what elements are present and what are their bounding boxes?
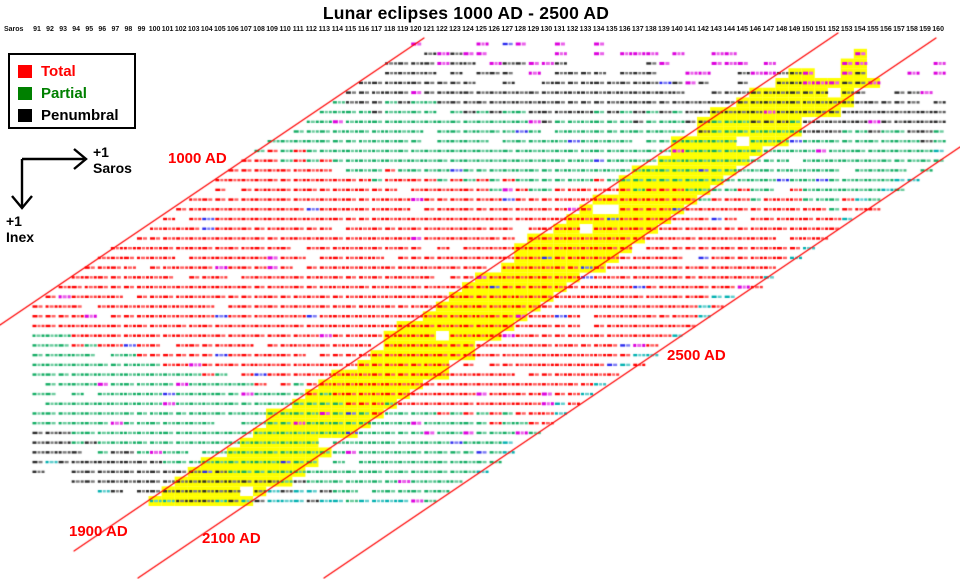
saros-tick: 140 (671, 26, 683, 33)
saros-tick: 135 (605, 26, 618, 33)
penumbral-swatch-icon (18, 108, 32, 122)
saros-tick: 120 (409, 26, 422, 33)
saros-tick: 124 (462, 26, 474, 33)
saros-tick: 101 (161, 26, 174, 33)
saros-tick: 158 (906, 26, 918, 33)
saros-tick: 141 (684, 26, 696, 33)
legend: Total Partial Penumbral (8, 53, 136, 129)
saros-tick: 107 (240, 26, 252, 33)
partial-swatch-icon (18, 86, 32, 100)
legend-item-total: Total (18, 60, 134, 82)
saros-tick: 98 (124, 26, 133, 33)
saros-tick: 110 (279, 26, 291, 33)
saros-tick: 136 (618, 26, 631, 33)
saros-tick: 105 (213, 26, 226, 33)
saros-tick: 132 (566, 26, 579, 33)
saros-tick: 100 (148, 26, 161, 33)
saros-tick: 154 (853, 26, 866, 33)
saros-tick: 137 (631, 26, 644, 33)
saros-tick: 123 (449, 26, 461, 33)
saros-tick: 97 (111, 26, 120, 33)
total-swatch-icon (18, 64, 32, 78)
saros-tick: 112 (305, 26, 317, 33)
year-line-label-2500: 2500 AD (667, 347, 726, 364)
saros-tick: 151 (814, 26, 827, 33)
saros-tick: 129 (527, 26, 540, 33)
saros-tick: 104 (200, 26, 213, 33)
saros-tick: 126 (488, 26, 500, 33)
saros-tick: 160 (932, 26, 944, 33)
saros-tick: 130 (540, 26, 553, 33)
saros-tick: 149 (788, 26, 801, 33)
saros-tick: 134 (592, 26, 605, 33)
saros-tick: 146 (749, 26, 762, 33)
saros-axis: Saros 91 92 93 94 95 96 97 98 99 100 101 102 103 104 1… (0, 0, 960, 36)
year-line-label-1000: 1000 AD (168, 150, 227, 167)
saros-tick: 117 (370, 26, 383, 33)
saros-tick: 157 (893, 26, 905, 33)
saros-tick: 116 (357, 26, 370, 33)
chart-title: Lunar eclipses 1000 AD - 2500 AD (322, 3, 610, 23)
axis-direction-arrows (11, 148, 88, 210)
saros-tick: 144 (723, 26, 736, 33)
saros-tick: 114 (331, 26, 344, 33)
saros-tick: 95 (85, 26, 94, 33)
saros-axis-label: Saros (4, 26, 24, 33)
saros-tick: 155 (866, 26, 879, 33)
legend-label-penumbral: Penumbral (41, 106, 119, 124)
saros-tick: 108 (253, 26, 265, 33)
saros-tick: 118 (383, 26, 396, 33)
saros-tick: 121 (422, 26, 435, 33)
saros-tick: 96 (98, 26, 107, 33)
saros-tick: 138 (644, 26, 657, 33)
saros-tick: 150 (801, 26, 814, 33)
saros-tick: 99 (137, 26, 146, 33)
legend-label-partial: Partial (41, 84, 87, 102)
saros-tick: 133 (579, 26, 592, 33)
saros-tick: 139 (658, 26, 670, 33)
saros-tick: 109 (266, 26, 278, 33)
saros-tick: 106 (227, 26, 239, 33)
saros-tick: 128 (514, 26, 527, 33)
saros-tick: 148 (775, 26, 788, 33)
saros-tick: 91 (33, 26, 41, 33)
legend-item-partial: Partial (18, 82, 134, 104)
saros-arrow-icon (22, 148, 88, 170)
saros-tick: 152 (827, 26, 840, 33)
legend-item-penumbral: Penumbral (18, 104, 134, 126)
year-line-label-2100: 2100 AD (202, 530, 261, 547)
saros-tick: 127 (501, 26, 513, 33)
legend-label-total: Total (41, 62, 76, 80)
saros-tick: 93 (59, 26, 68, 33)
year-line-label-1900: 1900 AD (69, 523, 128, 540)
saros-tick: 145 (736, 26, 749, 33)
saros-tick: 125 (475, 26, 487, 33)
saros-tick: 102 (174, 26, 187, 33)
saros-tick: 103 (187, 26, 200, 33)
saros-tick: 92 (46, 26, 54, 33)
saros-tick: 115 (344, 26, 357, 33)
saros-tick: 122 (436, 26, 448, 33)
saros-tick: 147 (762, 26, 775, 33)
inex-arrow-label: +1 Inex (6, 213, 35, 245)
saros-tick: 131 (553, 26, 566, 33)
saros-tick: 113 (318, 26, 330, 33)
saros-tick: 119 (397, 26, 409, 33)
saros-tick: 159 (919, 26, 931, 33)
inex-arrow-icon (11, 159, 33, 210)
saros-tick: 143 (710, 26, 722, 33)
saros-tick: 94 (72, 26, 81, 33)
saros-tick: 142 (697, 26, 709, 33)
saros-tick: 156 (880, 26, 892, 33)
saros-tick: 153 (840, 26, 853, 33)
saros-arrow-label: +1 Saros (93, 144, 132, 176)
saros-tick: 111 (292, 26, 304, 33)
